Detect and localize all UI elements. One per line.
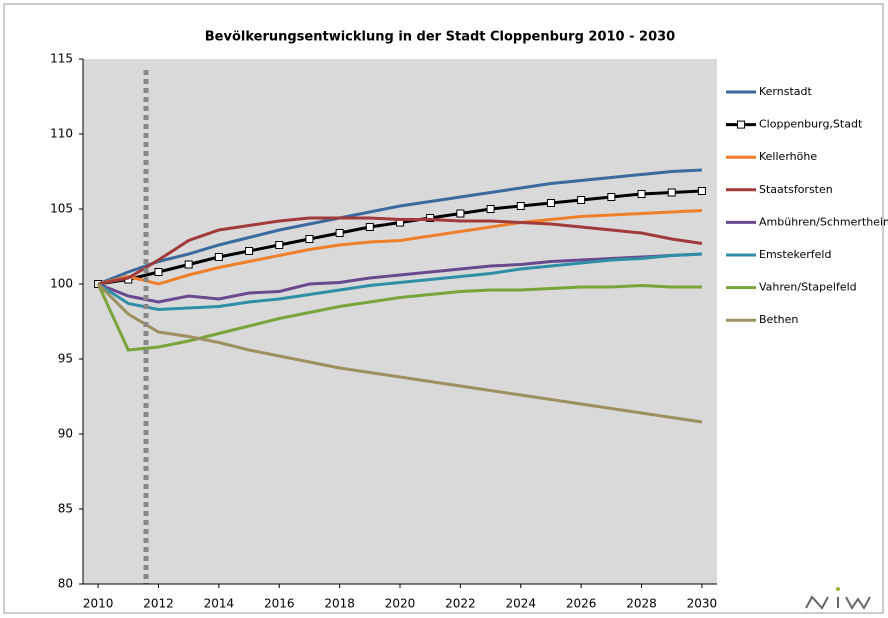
chart-title: Bevölkerungsentwicklung in der Stadt Clo…: [205, 30, 675, 45]
series-line: [97, 252, 702, 304]
legend-label: Vahren/Stapelfeld: [759, 281, 857, 294]
data-point: [637, 190, 646, 198]
x-tick-label: 2030: [687, 597, 718, 611]
plot: [94, 168, 706, 424]
legend-label: Ambühren/Schmertheim: [759, 215, 888, 228]
data-point: [275, 241, 284, 249]
x-tick-label: 2016: [264, 597, 295, 611]
data-point: [305, 235, 314, 243]
data-point: [577, 196, 586, 204]
x-tick-label: 2012: [143, 597, 174, 611]
legend-label: Kernstadt: [759, 85, 813, 98]
series-line: [97, 168, 702, 286]
series-line: [97, 282, 703, 424]
legend-label: Emstekerfeld: [759, 248, 831, 261]
data-point: [607, 193, 616, 201]
legend-label: Staatsforsten: [759, 183, 833, 196]
series-line: [97, 252, 702, 312]
legend-marker: [737, 120, 745, 129]
data-point: [486, 205, 495, 213]
logo: [805, 587, 871, 610]
data-point: [365, 223, 374, 231]
data-point: [184, 260, 193, 269]
x-tick-label: 2018: [324, 597, 355, 611]
data-point: [516, 202, 525, 210]
legend-label: Cloppenburg,Stadt: [759, 118, 863, 131]
data-point: [667, 188, 676, 197]
x-tick-label: 2020: [385, 597, 416, 611]
y-tick-label: 100: [50, 277, 73, 291]
x-tick-label: 2010: [83, 597, 114, 611]
y-tick-label: 80: [58, 577, 73, 591]
y-tick-label: 85: [58, 502, 73, 516]
data-point: [214, 253, 223, 261]
legend-label: Kellerhöhe: [759, 150, 817, 163]
x-tick-label: 2028: [626, 597, 657, 611]
x-tick-label: 2022: [445, 597, 476, 611]
series-line: [97, 209, 702, 286]
y-tick-label: 105: [50, 202, 73, 216]
y-tick-label: 95: [58, 352, 73, 366]
data-point: [335, 229, 344, 237]
legend-label: Bethen: [759, 313, 798, 326]
series-line: [97, 216, 703, 286]
x-tick-label: 2024: [505, 597, 536, 611]
data-point: [245, 247, 254, 255]
y-tick-label: 115: [50, 52, 73, 66]
data-point: [154, 268, 163, 276]
data-point: [697, 187, 706, 195]
x-tick-label: 2014: [204, 597, 235, 611]
y-tick-label: 90: [58, 427, 73, 441]
data-point: [546, 199, 555, 207]
y-tick-label: 110: [50, 127, 73, 141]
plot-area: [83, 59, 717, 584]
data-point: [456, 209, 465, 218]
x-tick-label: 2026: [566, 597, 597, 611]
